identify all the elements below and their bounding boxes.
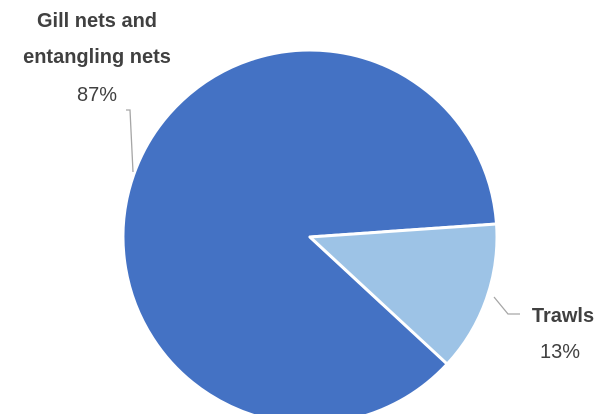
leader-lines	[126, 109, 520, 315]
slice-label-gill-nets-line-2: entangling nets	[23, 46, 171, 68]
data-label-trawls: Trawls 13%	[532, 305, 594, 363]
slice-value-trawls: 13%	[540, 341, 580, 363]
pie-slices	[121, 48, 499, 414]
pie-slice-gill-nets	[121, 48, 499, 414]
data-label-gill-nets: Gill nets and entangling nets 87%	[23, 10, 171, 106]
slice-label-gill-nets-line-1: Gill nets and	[37, 10, 157, 32]
leader-line-trawls	[493, 296, 520, 315]
pie-slice-trawls	[308, 222, 499, 366]
slice-value-gill-nets: 87%	[77, 84, 117, 106]
leader-line-gill-nets	[126, 109, 134, 173]
slice-label-trawls: Trawls	[532, 305, 594, 327]
